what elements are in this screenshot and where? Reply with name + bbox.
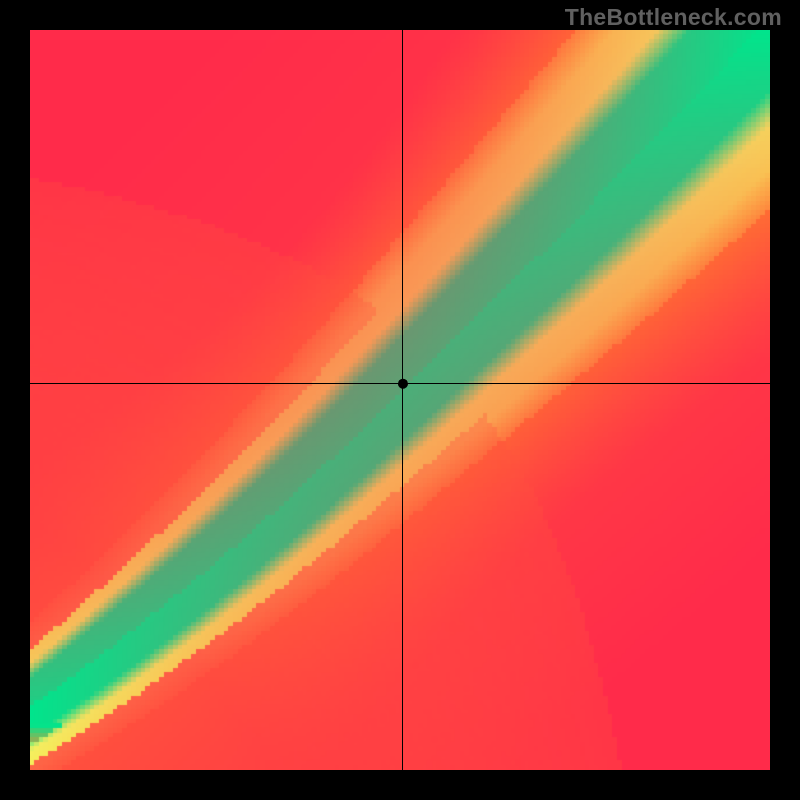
heatmap-canvas <box>30 30 770 770</box>
chart-container: TheBottleneck.com <box>0 0 800 800</box>
watermark-label: TheBottleneck.com <box>565 4 782 31</box>
